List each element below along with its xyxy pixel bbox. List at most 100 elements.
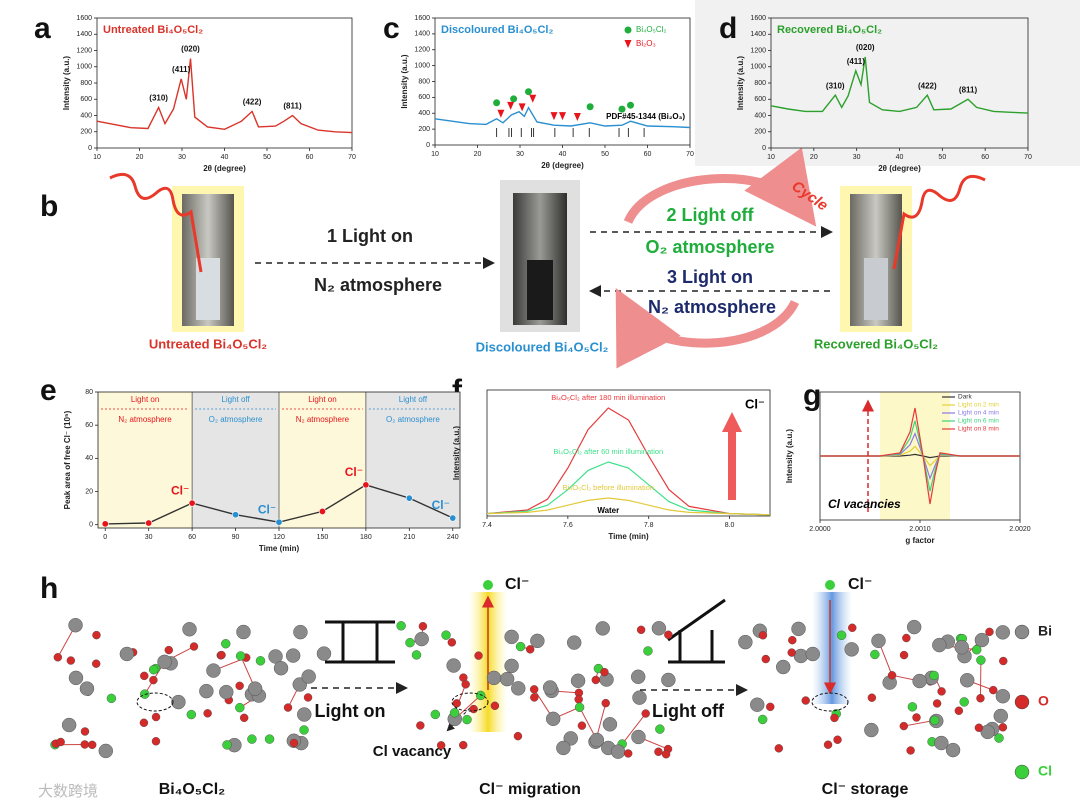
atom	[776, 659, 791, 675]
atom	[235, 681, 244, 691]
atom	[68, 670, 84, 686]
panel-b: 1 Light on N₂ atmosphere 2 Light off O₂ …	[109, 147, 986, 369]
series-label: Bi₄O₅Cl₂ after 180 min illumination	[551, 393, 665, 402]
atom	[871, 633, 886, 649]
phase-marker	[559, 112, 566, 121]
atom	[766, 702, 775, 712]
region-label: Light off	[221, 395, 250, 404]
y-axis-label: Intensity (a.u.)	[785, 429, 794, 484]
atom	[236, 624, 251, 640]
x-tick-label: 20	[136, 154, 144, 161]
atom	[217, 650, 226, 660]
atom	[405, 637, 415, 648]
gas-label: O₂ atmosphere	[645, 237, 774, 257]
cycle-arrow	[615, 287, 800, 369]
atom	[654, 747, 663, 756]
data-point	[275, 518, 283, 526]
y-tick-label: 600	[80, 96, 92, 103]
atom	[791, 621, 806, 637]
atom	[661, 750, 671, 759]
atom	[446, 658, 461, 673]
atom	[864, 722, 879, 738]
atom	[151, 737, 161, 746]
x-axis-label: g factor	[905, 536, 934, 545]
y-tick-label: 800	[754, 80, 766, 87]
atom	[235, 651, 246, 661]
x-tick-label: 7.8	[644, 522, 654, 529]
atom	[68, 618, 83, 633]
watermark: 大数跨境	[38, 782, 98, 800]
annotation: Cl⁻	[258, 502, 276, 516]
peak-label: (020)	[181, 45, 200, 54]
panel-letter: d	[719, 12, 737, 45]
y-tick-label: 600	[418, 94, 430, 101]
light-ray	[892, 174, 986, 270]
atom	[848, 623, 857, 633]
atom	[414, 631, 429, 647]
atom	[623, 749, 633, 758]
atom	[833, 735, 842, 744]
data-point	[232, 511, 240, 519]
atom	[825, 580, 835, 590]
atom	[574, 695, 583, 704]
y-tick-label: 0	[88, 145, 92, 152]
data-point	[188, 499, 196, 507]
atom	[515, 641, 526, 652]
atom	[416, 721, 425, 730]
phase-marker	[497, 109, 505, 118]
atom	[486, 670, 502, 686]
data-line	[770, 56, 1029, 114]
atom	[61, 717, 77, 733]
atom	[149, 675, 158, 685]
x-tick-label: 60	[981, 154, 989, 161]
pointer	[446, 707, 471, 732]
atom	[299, 725, 309, 735]
atom	[66, 656, 76, 665]
y-tick-label: 800	[418, 78, 430, 85]
atom	[285, 648, 301, 663]
legend-label: Bi₄O₅Cl₂	[636, 25, 666, 34]
suspension	[527, 260, 553, 320]
x-tick-label: 60	[188, 534, 196, 541]
region-label: Light on	[131, 395, 159, 404]
atom	[793, 648, 809, 664]
panel-letter: a	[34, 12, 51, 45]
peak-label: (020)	[856, 43, 875, 52]
gas-label: N₂ atmosphere	[648, 297, 776, 317]
atom	[556, 740, 571, 756]
y-tick-label: 1400	[414, 31, 430, 38]
atom	[483, 580, 493, 590]
x-tick-label: 40	[559, 151, 567, 158]
reference-label: PDF#45-1344 (Bi₂O₃)	[606, 112, 685, 121]
atom	[80, 727, 90, 736]
atom	[316, 646, 332, 661]
phase-marker	[507, 101, 515, 110]
atom	[655, 724, 665, 734]
atom	[529, 685, 539, 694]
x-tick-label: 40	[221, 154, 229, 161]
phase-marker	[573, 112, 581, 121]
y-axis-label: Intensity (a.u.)	[452, 426, 461, 481]
atom	[887, 671, 897, 680]
region	[192, 392, 279, 528]
y-tick-label: 400	[418, 110, 430, 117]
atom	[88, 740, 97, 750]
atom	[738, 634, 753, 650]
legend-label: Bi	[1038, 623, 1052, 639]
atom	[474, 651, 483, 660]
x-axis-label: 2θ (degree)	[541, 161, 584, 170]
y-tick-label: 40	[85, 455, 93, 462]
atom	[530, 693, 539, 702]
panel-letter: f	[452, 374, 463, 407]
atom	[98, 743, 113, 759]
atom	[139, 718, 149, 727]
atom	[954, 706, 964, 715]
atom	[636, 625, 646, 635]
atom	[945, 742, 961, 758]
atom	[273, 660, 289, 676]
y-tick-label: 1600	[414, 15, 430, 22]
legend-label: Light on 8 min	[958, 426, 999, 433]
atom	[164, 645, 173, 655]
legend-label: Dark	[958, 394, 972, 401]
x-tick-label: 2.0000	[809, 526, 831, 533]
